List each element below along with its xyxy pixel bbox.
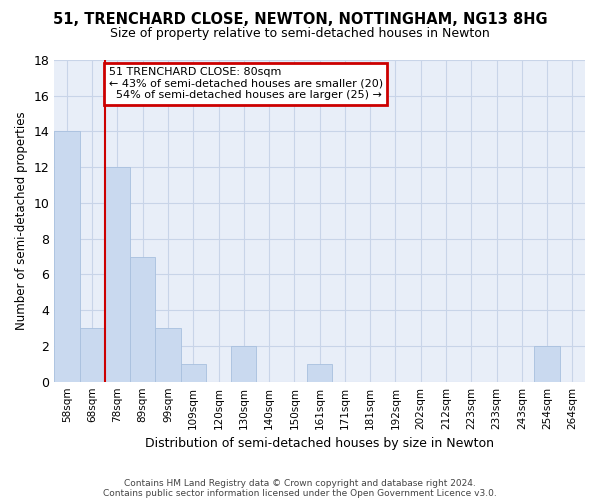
Bar: [535, 346, 560, 382]
X-axis label: Distribution of semi-detached houses by size in Newton: Distribution of semi-detached houses by …: [145, 437, 494, 450]
Bar: [54, 132, 80, 382]
Bar: [130, 256, 155, 382]
Text: Size of property relative to semi-detached houses in Newton: Size of property relative to semi-detach…: [110, 28, 490, 40]
Bar: [181, 364, 206, 382]
Bar: [307, 364, 332, 382]
Text: Contains public sector information licensed under the Open Government Licence v3: Contains public sector information licen…: [103, 488, 497, 498]
Text: Contains HM Land Registry data © Crown copyright and database right 2024.: Contains HM Land Registry data © Crown c…: [124, 478, 476, 488]
Text: 51, TRENCHARD CLOSE, NEWTON, NOTTINGHAM, NG13 8HG: 51, TRENCHARD CLOSE, NEWTON, NOTTINGHAM,…: [53, 12, 547, 28]
Text: 51 TRENCHARD CLOSE: 80sqm
← 43% of semi-detached houses are smaller (20)
  54% o: 51 TRENCHARD CLOSE: 80sqm ← 43% of semi-…: [109, 67, 383, 100]
Bar: [155, 328, 181, 382]
Y-axis label: Number of semi-detached properties: Number of semi-detached properties: [15, 112, 28, 330]
Bar: [105, 167, 130, 382]
Bar: [231, 346, 256, 382]
Bar: [80, 328, 105, 382]
